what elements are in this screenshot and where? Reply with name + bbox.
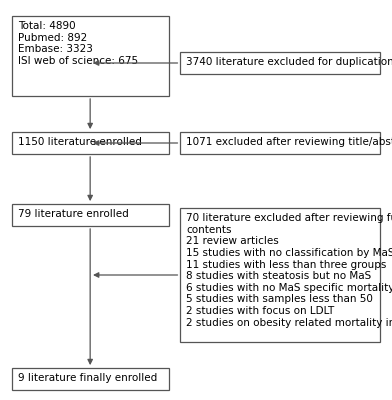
FancyBboxPatch shape [12,368,169,390]
Text: 1071 excluded after reviewing title/abstract: 1071 excluded after reviewing title/abst… [186,137,392,147]
Text: 79 literature enrolled: 79 literature enrolled [18,209,129,219]
Text: 9 literature finally enrolled: 9 literature finally enrolled [18,373,157,383]
FancyBboxPatch shape [12,16,169,96]
Text: 1150 literature enrolled: 1150 literature enrolled [18,137,142,147]
FancyBboxPatch shape [180,52,380,74]
FancyBboxPatch shape [180,208,380,342]
Text: 3740 literature excluded for duplication: 3740 literature excluded for duplication [186,57,392,67]
FancyBboxPatch shape [12,204,169,226]
FancyBboxPatch shape [12,132,169,154]
Text: Total: 4890
Pubmed: 892
Embase: 3323
ISI web of science: 675: Total: 4890 Pubmed: 892 Embase: 3323 ISI… [18,21,138,66]
Text: 70 literature excluded after reviewing full
contents
21 review articles
15 studi: 70 literature excluded after reviewing f… [186,213,392,328]
FancyBboxPatch shape [180,132,380,154]
